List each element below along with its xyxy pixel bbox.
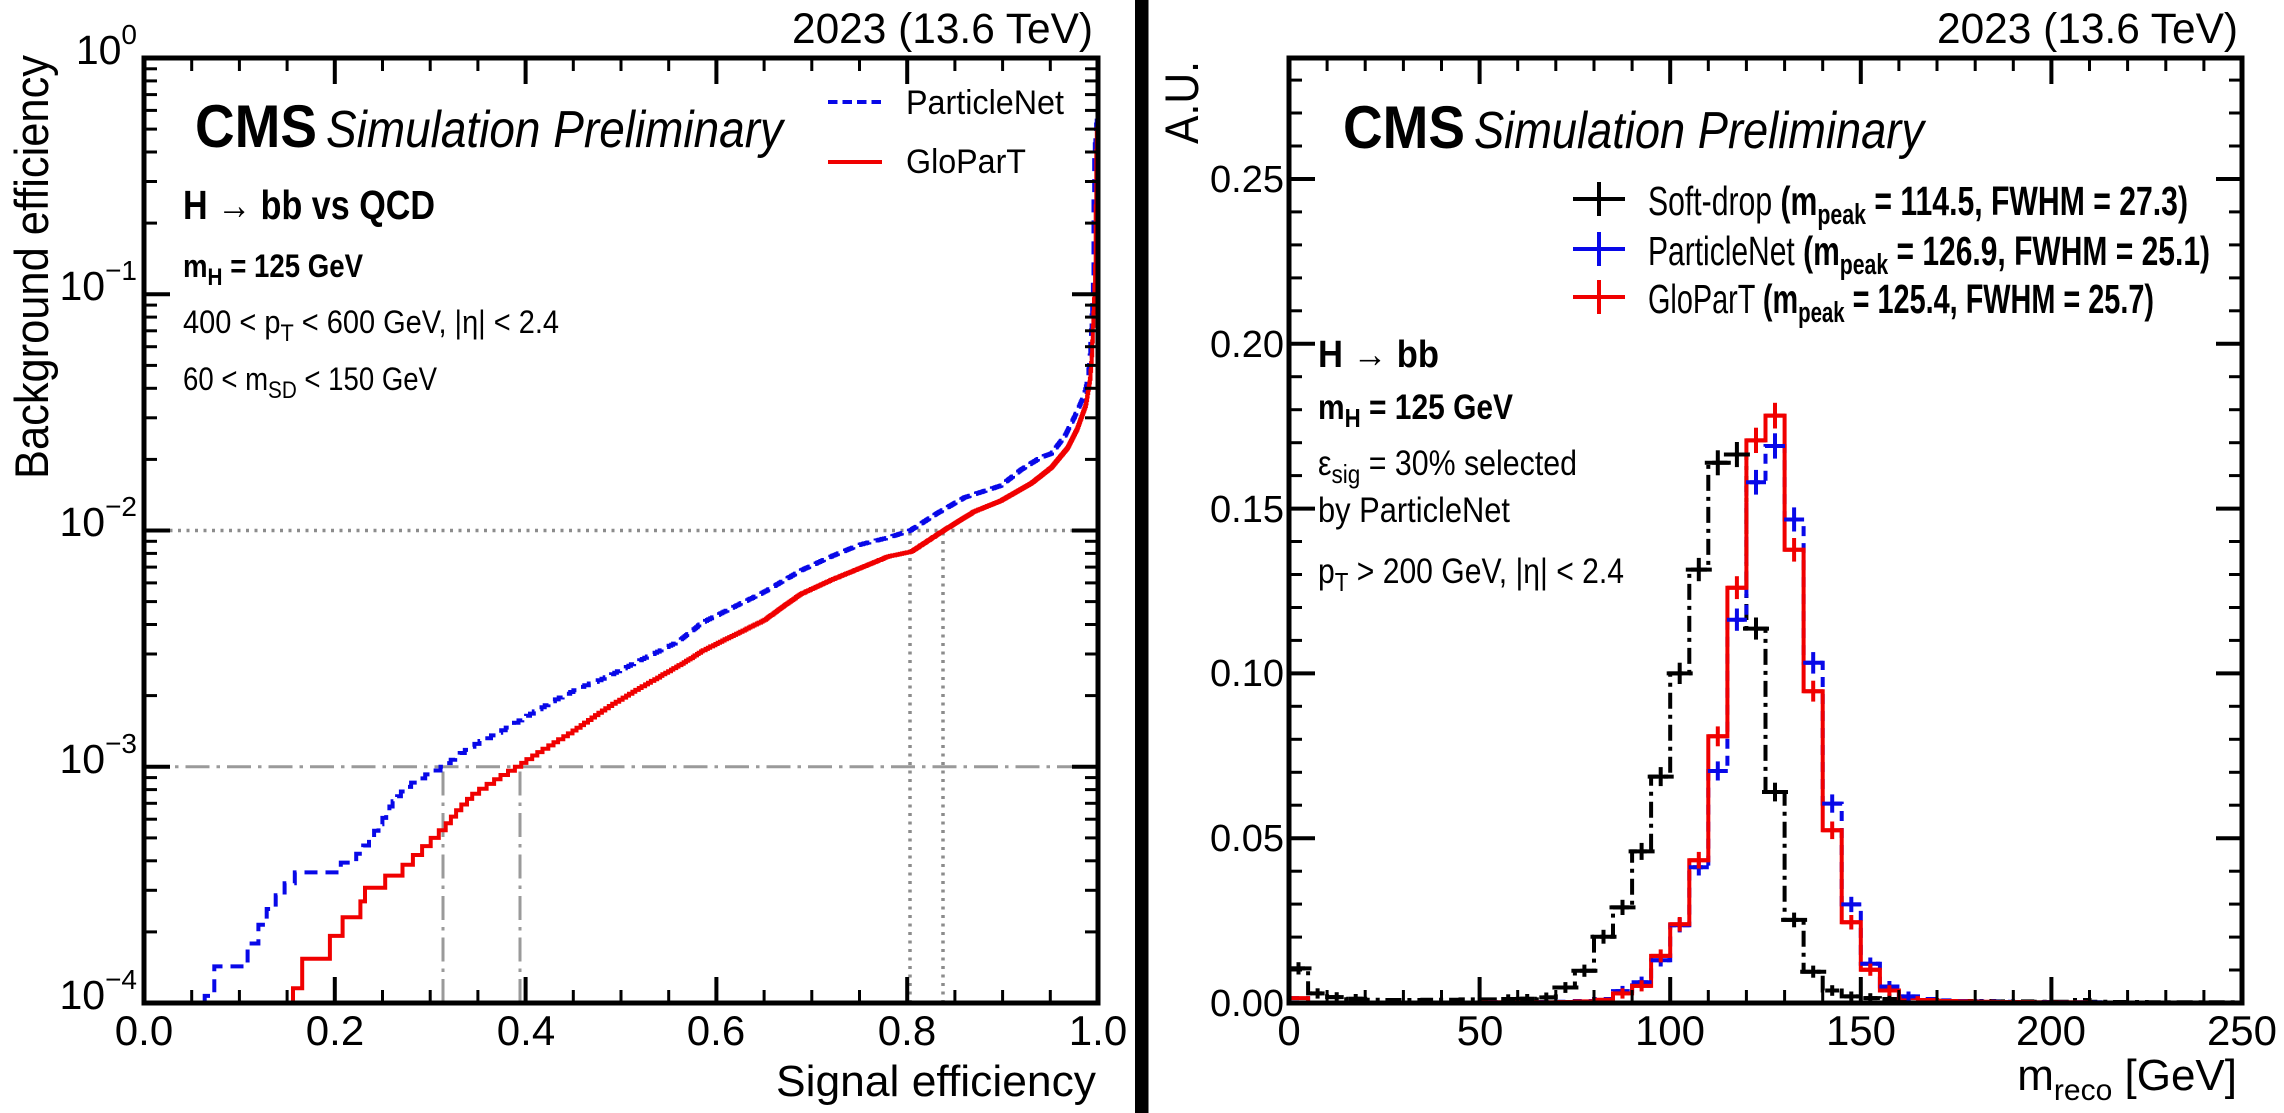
svg-text:Signal efficiency: Signal efficiency (776, 1057, 1096, 1106)
svg-text:0.05: 0.05 (1210, 818, 1284, 860)
svg-text:pT > 200 GeV, |η| < 2.4: pT > 200 GeV, |η| < 2.4 (1318, 552, 1624, 597)
svg-text:Background efficiency: Background efficiency (5, 55, 58, 479)
svg-text:10−3: 10−3 (59, 728, 137, 782)
svg-text:0.0: 0.0 (115, 1007, 173, 1054)
svg-text:Soft-drop (mpeak = 114.5, FWH: Soft-drop (mpeak = 114.5, FWHM = 27.3) (1648, 178, 2188, 231)
svg-text:1.0: 1.0 (1069, 1007, 1127, 1054)
svg-text:2023 (13.6 TeV): 2023 (13.6 TeV) (1937, 5, 2238, 53)
svg-text:CMS: CMS (195, 93, 317, 160)
svg-text:0.8: 0.8 (878, 1007, 936, 1054)
svg-text:Simulation Preliminary: Simulation Preliminary (1474, 102, 1927, 160)
svg-text:250: 250 (2207, 1007, 2277, 1054)
svg-text:H → bb: H → bb (1318, 334, 1439, 376)
svg-text:100: 100 (76, 19, 137, 73)
svg-text:ParticleNet (mpeak = 126.9, F: ParticleNet (mpeak = 126.9, FWHM = 25.1) (1648, 228, 2210, 281)
svg-text:0: 0 (1277, 1007, 1300, 1054)
svg-text:Simulation Preliminary: Simulation Preliminary (326, 101, 786, 159)
svg-text:CMS: CMS (1343, 94, 1465, 161)
svg-text:10−4: 10−4 (59, 964, 137, 1018)
svg-text:mH = 125 GeV: mH = 125 GeV (183, 248, 364, 291)
svg-text:100: 100 (1635, 1007, 1705, 1054)
svg-text:0.00: 0.00 (1210, 983, 1284, 1025)
svg-text:200: 200 (2016, 1007, 2086, 1054)
svg-text:εsig = 30% selected: εsig = 30% selected (1318, 444, 1577, 489)
svg-text:400 < pT < 600 GeV, |η| < 2.4: 400 < pT < 600 GeV, |η| < 2.4 (183, 304, 559, 347)
svg-text:0.25: 0.25 (1210, 159, 1284, 201)
svg-text:150: 150 (1826, 1007, 1896, 1054)
svg-text:ParticleNet: ParticleNet (906, 84, 1065, 122)
svg-text:10−2: 10−2 (59, 491, 137, 545)
svg-text:0.10: 0.10 (1210, 653, 1284, 695)
svg-text:10−1: 10−1 (59, 255, 137, 309)
svg-text:2023 (13.6 TeV): 2023 (13.6 TeV) (792, 5, 1093, 53)
svg-text:GloParT: GloParT (906, 143, 1026, 181)
svg-text:0.20: 0.20 (1210, 324, 1284, 366)
svg-text:by ParticleNet: by ParticleNet (1318, 491, 1510, 530)
svg-text:A.U.: A.U. (1155, 61, 1208, 144)
svg-text:60 < mSD < 150 GeV: 60 < mSD < 150 GeV (183, 361, 438, 404)
svg-text:mreco [GeV]: mreco [GeV] (2017, 1051, 2237, 1107)
svg-text:0.6: 0.6 (687, 1007, 745, 1054)
svg-text:H → bb vs QCD: H → bb vs QCD (183, 182, 435, 228)
svg-text:0.4: 0.4 (497, 1007, 555, 1054)
svg-text:0.15: 0.15 (1210, 489, 1284, 531)
svg-text:GloParT (mpeak = 125.4, FWHM: GloParT (mpeak = 125.4, FWHM = 25.7) (1648, 276, 2154, 329)
svg-text:0.2: 0.2 (306, 1007, 364, 1054)
svg-text:50: 50 (1457, 1007, 1504, 1054)
